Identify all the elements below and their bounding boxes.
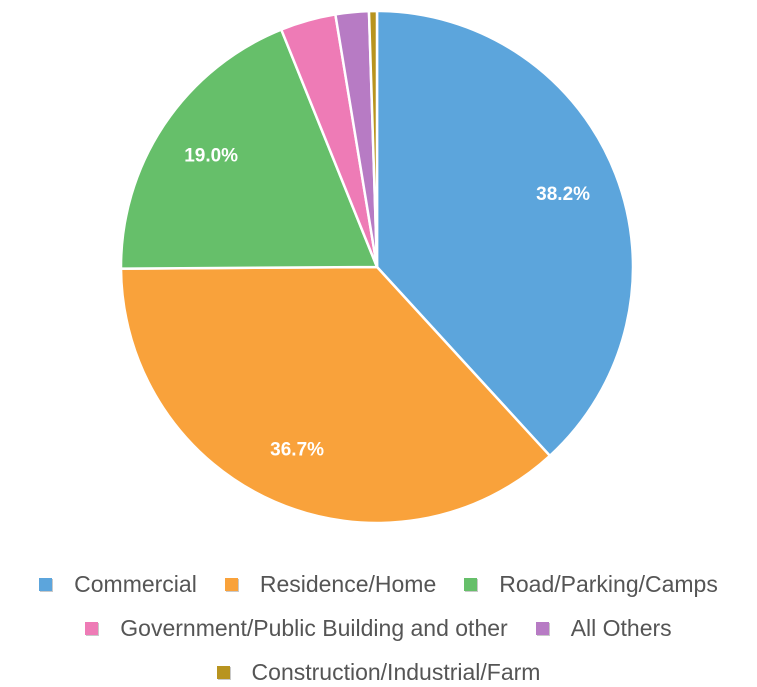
legend-swatch [224,577,238,591]
legend-swatch [216,665,230,679]
legend-label: Construction/Industrial/Farm [251,659,541,685]
pie-slice-residence-home[interactable] [119,265,552,525]
legend-item-government-public-building-and-other[interactable]: Government/Public Building and other [85,606,508,650]
legend-row: Government/Public Building and other All … [0,606,757,650]
legend-label: Commercial [74,571,197,597]
legend-label: Residence/Home [259,571,437,597]
legend-item-commercial[interactable]: Commercial [39,562,197,606]
pie-slice-road-parking-camps[interactable] [119,28,379,270]
data-label-commercial: 38.2% [536,184,590,205]
legend-item-residence-home[interactable]: Residence/Home [224,562,437,606]
legend-item-road-parking-camps[interactable]: Road/Parking/Camps [464,562,718,606]
pie-slice-commercial[interactable] [375,9,635,458]
legend-row: Commercial Residence/Home Road/Parking/Cam… [0,562,757,606]
legend-label: All Others [570,615,672,641]
legend-swatch [535,621,549,635]
legend-swatch [464,577,478,591]
data-label-road-parking-camps: 19.0% [184,145,238,166]
legend-item-all-others[interactable]: All Others [535,606,672,650]
legend-item-construction-industrial-farm[interactable]: Construction/Industrial/Farm [216,650,541,687]
legend-swatch [85,621,99,635]
chart-legend: Commercial Residence/Home Road/Parking/Cam… [0,562,757,687]
legend-label: Road/Parking/Camps [499,571,718,597]
data-label-residence-home: 36.7% [270,440,324,461]
legend-row: Construction/Industrial/Farm [0,650,757,687]
pie-slice-construction-industrial-farm[interactable] [367,9,379,269]
legend-label: Government/Public Building and other [120,615,508,641]
pie-chart-plot: 38.2% 36.7% 19.0% [119,9,635,525]
legend-swatch [39,577,53,591]
